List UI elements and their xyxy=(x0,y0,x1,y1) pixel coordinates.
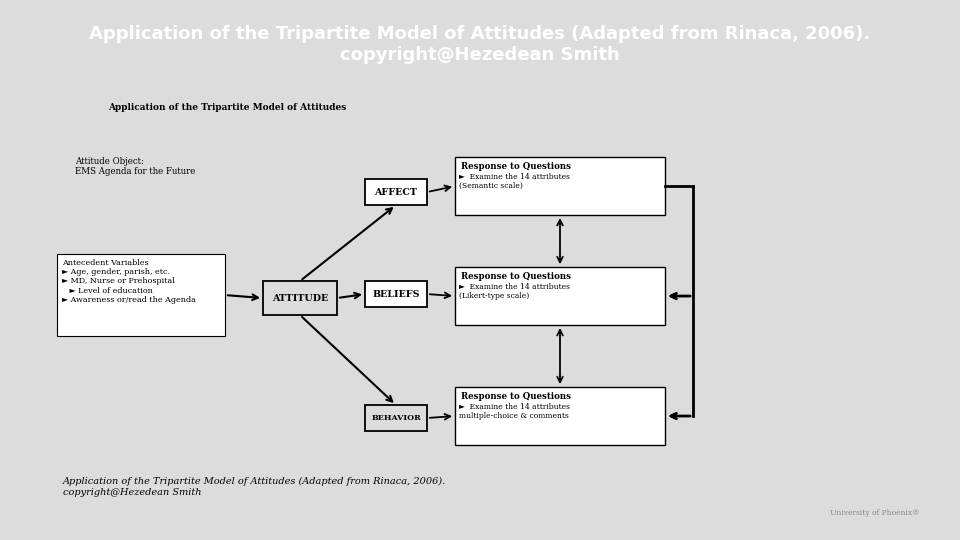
Text: ►  Examine the 14 attributes
(Semantic scale): ► Examine the 14 attributes (Semantic sc… xyxy=(459,173,570,190)
Text: ATTITUDE: ATTITUDE xyxy=(272,294,328,302)
Text: ►  Examine the 14 attributes
multiple-choice & comments: ► Examine the 14 attributes multiple-cho… xyxy=(459,403,570,420)
Text: Response to Questions: Response to Questions xyxy=(461,272,571,281)
Bar xyxy=(365,405,427,431)
Text: Response to Questions: Response to Questions xyxy=(461,392,571,401)
Bar xyxy=(455,387,665,445)
Text: Application of the Tripartite Model of Attitudes (Adapted from Rinaca, 2006).
co: Application of the Tripartite Model of A… xyxy=(89,25,871,64)
Text: Application of the Tripartite Model of Attitudes (Adapted from Rinaca, 2006).
co: Application of the Tripartite Model of A… xyxy=(63,477,446,497)
Bar xyxy=(455,157,665,215)
Text: AFFECT: AFFECT xyxy=(374,187,418,197)
Bar xyxy=(57,254,225,336)
Text: BEHAVIOR: BEHAVIOR xyxy=(372,414,420,422)
Text: Attitude Object:
EMS Agenda for the Future: Attitude Object: EMS Agenda for the Futu… xyxy=(75,157,196,177)
Text: BELIEFS: BELIEFS xyxy=(372,289,420,299)
Bar xyxy=(263,281,337,315)
Text: Response to Questions: Response to Questions xyxy=(461,162,571,171)
Text: University of Phoenix®: University of Phoenix® xyxy=(830,509,920,517)
Bar xyxy=(455,267,665,325)
Text: ►  Examine the 14 attributes
(Likert-type scale): ► Examine the 14 attributes (Likert-type… xyxy=(459,283,570,300)
Bar xyxy=(365,179,427,205)
Text: Antecedent Variables
► Age, gender, parish, etc.
► MD, Nurse or Prehospital
   ►: Antecedent Variables ► Age, gender, pari… xyxy=(62,259,196,304)
Text: Application of the Tripartite Model of Attitudes: Application of the Tripartite Model of A… xyxy=(108,103,347,112)
Bar xyxy=(365,281,427,307)
